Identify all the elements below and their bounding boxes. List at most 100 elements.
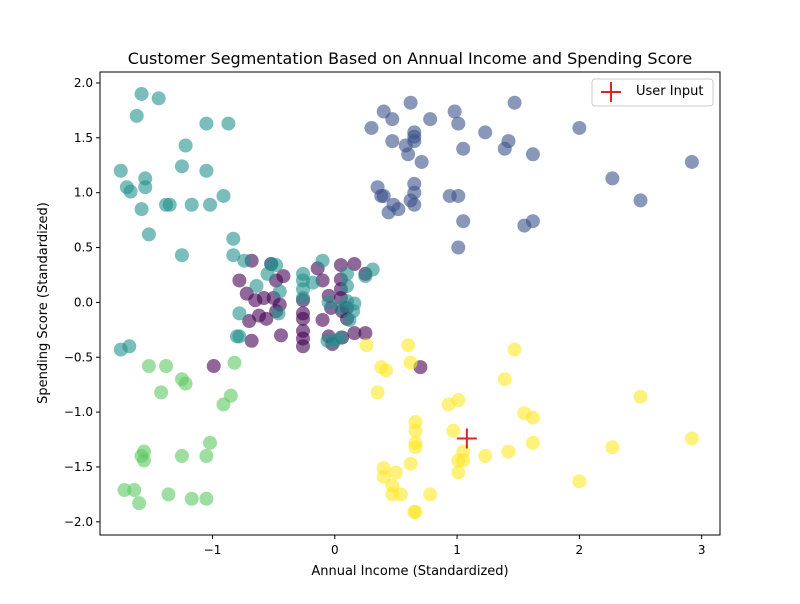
data-point-cluster-2 [113,163,128,178]
data-point-cluster-4 [633,389,648,404]
y-axis-label: Spending Score (Standardized) [36,202,51,404]
data-point-cluster-4 [379,363,394,378]
data-point-cluster-2 [249,278,264,293]
data-point-cluster-2 [347,296,362,311]
data-point-cluster-1 [385,112,400,127]
legend-label-user-input: User Input [636,84,703,99]
data-point-cluster-3 [159,359,174,374]
data-point-cluster-4 [401,338,416,353]
data-point-cluster-4 [451,393,466,408]
data-point-cluster-4 [446,423,461,438]
data-point-cluster-2 [141,227,156,242]
data-point-cluster-1 [451,188,466,203]
plot-frame [99,71,721,536]
data-point-cluster-4 [408,440,423,455]
chart-title: Customer Segmentation Based on Annual In… [128,49,693,68]
data-point-cluster-0 [276,269,291,284]
data-point-cluster-1 [507,95,522,110]
y-tick-label: 0.5 [74,241,93,255]
data-point-cluster-4 [684,431,699,446]
y-tick-label: 2.0 [74,76,93,90]
x-tick-label: 0 [331,543,339,557]
data-point-cluster-1 [525,214,540,229]
data-point-cluster-0 [256,291,271,306]
x-axis-ticks: −1 0 1 2 3 [204,535,706,557]
data-point-cluster-1 [407,197,422,212]
data-point-cluster-1 [456,214,471,229]
data-point-cluster-0 [315,312,330,327]
data-points [113,86,699,519]
data-point-cluster-3 [199,491,214,506]
data-point-cluster-1 [525,147,540,162]
data-point-cluster-4 [376,469,391,484]
y-tick-label: −2.0 [64,515,93,529]
data-point-cluster-1 [447,104,462,119]
data-point-cluster-2 [174,159,189,174]
data-point-cluster-2 [162,197,177,212]
data-point-cluster-1 [451,116,466,131]
data-point-cluster-0 [295,311,310,326]
data-point-cluster-1 [456,141,471,156]
y-tick-label: 1.0 [74,186,93,200]
data-point-cluster-4 [451,453,466,468]
y-axis-ticks: −2.0 −1.5 −1.0 −0.5 0.0 0.5 1.0 1.5 2.0 [64,76,100,529]
legend-plus-marker [601,82,621,102]
data-point-cluster-4 [525,435,540,450]
data-point-cluster-4 [478,449,493,464]
data-point-cluster-2 [134,86,149,101]
data-point-cluster-2 [129,108,144,123]
data-point-cluster-4 [605,440,620,455]
data-point-cluster-2 [199,163,214,178]
data-point-cluster-1 [478,125,493,140]
data-point-cluster-2 [321,295,336,310]
data-point-cluster-2 [184,197,199,212]
data-point-cluster-3 [184,491,199,506]
data-point-cluster-2 [320,333,335,348]
data-point-cluster-4 [403,355,418,370]
data-point-cluster-3 [117,483,132,498]
data-point-cluster-2 [272,284,287,299]
data-point-cluster-2 [178,138,193,153]
x-tick-label: 1 [453,543,461,557]
data-point-cluster-4 [525,410,540,425]
data-point-cluster-1 [376,188,391,203]
data-point-cluster-4 [497,372,512,387]
data-point-cluster-4 [403,456,418,471]
data-point-cluster-4 [359,338,374,353]
y-tick-label: −1.0 [64,405,93,419]
data-point-cluster-2 [305,275,320,290]
data-point-cluster-2 [138,180,153,195]
legend: User Input [591,78,714,107]
data-point-cluster-3 [174,449,189,464]
data-point-cluster-2 [333,300,348,315]
data-point-cluster-1 [451,240,466,255]
x-tick-label: 3 [698,543,706,557]
data-point-cluster-2 [340,278,355,293]
data-point-cluster-1 [414,154,429,169]
data-point-cluster-2 [226,248,241,263]
x-tick-label: −1 [204,543,222,557]
data-point-cluster-2 [271,306,286,321]
data-point-cluster-0 [273,328,288,343]
data-point-cluster-4 [423,487,438,502]
data-point-cluster-0 [347,326,362,341]
data-point-cluster-2 [134,202,149,217]
data-point-cluster-0 [244,333,259,348]
data-point-cluster-1 [403,95,418,110]
y-tick-label: 1.5 [74,131,93,145]
data-point-cluster-2 [232,306,247,321]
data-point-cluster-0 [358,326,373,341]
data-point-cluster-2 [315,253,330,268]
data-point-cluster-1 [423,112,438,127]
data-point-cluster-2 [340,266,355,281]
data-point-cluster-4 [370,385,385,400]
data-point-cluster-4 [507,342,522,357]
data-point-cluster-0 [259,311,274,326]
data-point-cluster-3 [127,483,142,498]
data-point-cluster-0 [347,257,362,272]
data-point-cluster-2 [237,253,252,268]
data-point-cluster-4 [393,487,408,502]
data-point-cluster-2 [232,329,247,344]
